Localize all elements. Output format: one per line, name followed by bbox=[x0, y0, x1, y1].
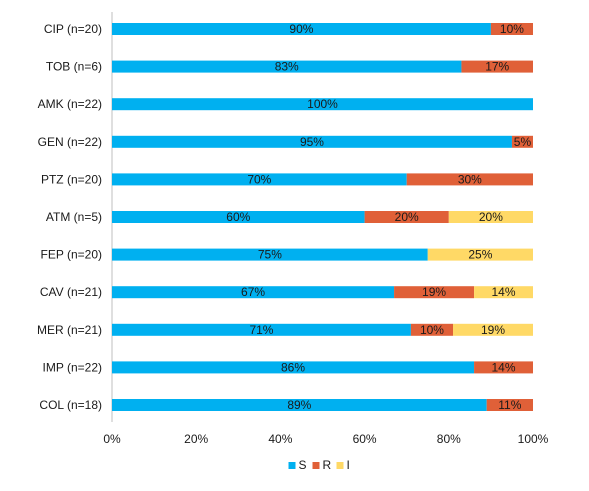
legend-label-i: I bbox=[347, 458, 350, 472]
bar-segment-i bbox=[427, 248, 533, 261]
legend-swatch-s bbox=[288, 462, 296, 469]
bar-segment-r bbox=[410, 323, 454, 336]
bar-segment-i bbox=[453, 323, 533, 336]
category-label: ATM (n=5) bbox=[46, 210, 102, 224]
bar-segment-s bbox=[112, 399, 487, 411]
bar-segment-i bbox=[474, 286, 533, 299]
data-label: 17% bbox=[485, 60, 509, 74]
bar-segment-s bbox=[112, 98, 533, 111]
data-label: 25% bbox=[468, 248, 492, 262]
data-label: 19% bbox=[422, 285, 446, 299]
x-tick-label: 60% bbox=[353, 432, 377, 446]
legend-swatch-r bbox=[312, 462, 320, 469]
data-label: 20% bbox=[395, 210, 419, 224]
category-label: AMK (n=22) bbox=[38, 97, 102, 111]
category-label: CAV (n=21) bbox=[40, 285, 102, 299]
data-label: 75% bbox=[258, 248, 282, 262]
data-label: 89% bbox=[287, 398, 311, 412]
labels-layer: 90% 10% 83% 17% 100% 95% 5% 70% 30% 60% 20% 20% 75% 2… bbox=[226, 22, 531, 412]
data-label: 60% bbox=[226, 210, 250, 224]
data-label: 14% bbox=[492, 285, 516, 299]
bar-segment-r bbox=[406, 173, 533, 186]
axis-layer: CIP (n=20) TOB (n=6) AMK (n=22) GEN (n=22) P… bbox=[37, 12, 549, 446]
category-label: PTZ (n=20) bbox=[41, 172, 102, 186]
bar-segment-s bbox=[112, 248, 428, 261]
data-label: 86% bbox=[281, 360, 305, 374]
data-label: 10% bbox=[500, 22, 524, 36]
bars-layer bbox=[112, 23, 533, 411]
category-label: GEN (n=22) bbox=[38, 135, 102, 149]
data-label: 100% bbox=[307, 97, 338, 111]
bar-segment-s bbox=[112, 211, 365, 223]
bar-segment-r bbox=[490, 23, 533, 35]
bar-segment-r bbox=[486, 399, 533, 411]
bar-segment-i bbox=[448, 211, 533, 223]
bar-segment-s bbox=[112, 323, 411, 336]
bar-segment-s bbox=[112, 286, 395, 299]
data-label: 5% bbox=[514, 135, 532, 149]
data-label: 71% bbox=[249, 323, 273, 337]
bar-segment-s bbox=[112, 135, 512, 148]
legend-label-r: R bbox=[323, 458, 332, 472]
bar-segment-s bbox=[112, 361, 475, 374]
category-label: MER (n=21) bbox=[37, 323, 102, 337]
bar-segment-r bbox=[511, 135, 533, 148]
category-label: CIP (n=20) bbox=[44, 22, 102, 36]
data-label: 20% bbox=[479, 210, 503, 224]
x-tick-label: 0% bbox=[103, 432, 121, 446]
data-label: 83% bbox=[275, 60, 299, 74]
data-label: 30% bbox=[458, 172, 482, 186]
category-label: IMP (n=22) bbox=[43, 360, 102, 374]
x-tick-label: 20% bbox=[184, 432, 208, 446]
data-label: 14% bbox=[492, 360, 516, 374]
data-label: 90% bbox=[289, 22, 313, 36]
data-label: 10% bbox=[420, 323, 444, 337]
x-tick-label: 80% bbox=[437, 432, 461, 446]
x-tick-label: 40% bbox=[268, 432, 292, 446]
bar-segment-s bbox=[112, 60, 462, 73]
bar-segment-s bbox=[112, 173, 407, 186]
bar-segment-r bbox=[394, 286, 475, 299]
data-label: 19% bbox=[481, 323, 505, 337]
data-label: 70% bbox=[247, 172, 271, 186]
data-label: 95% bbox=[300, 135, 324, 149]
legend-label-s: S bbox=[299, 458, 307, 472]
bar-segment-r bbox=[461, 60, 533, 73]
data-label: 67% bbox=[241, 285, 265, 299]
bar-segment-s bbox=[112, 23, 491, 35]
data-label: 11% bbox=[498, 398, 521, 412]
legend-swatch-i bbox=[336, 462, 344, 469]
bar-segment-r bbox=[474, 361, 533, 374]
category-label: FEP (n=20) bbox=[41, 248, 102, 262]
x-tick-label: 100% bbox=[518, 432, 549, 446]
category-label: TOB (n=6) bbox=[46, 60, 102, 74]
bar-segment-r bbox=[364, 211, 449, 223]
category-label: COL (n=18) bbox=[39, 398, 102, 412]
